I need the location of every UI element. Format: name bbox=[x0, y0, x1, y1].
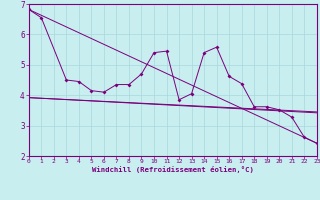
X-axis label: Windchill (Refroidissement éolien,°C): Windchill (Refroidissement éolien,°C) bbox=[92, 166, 254, 173]
